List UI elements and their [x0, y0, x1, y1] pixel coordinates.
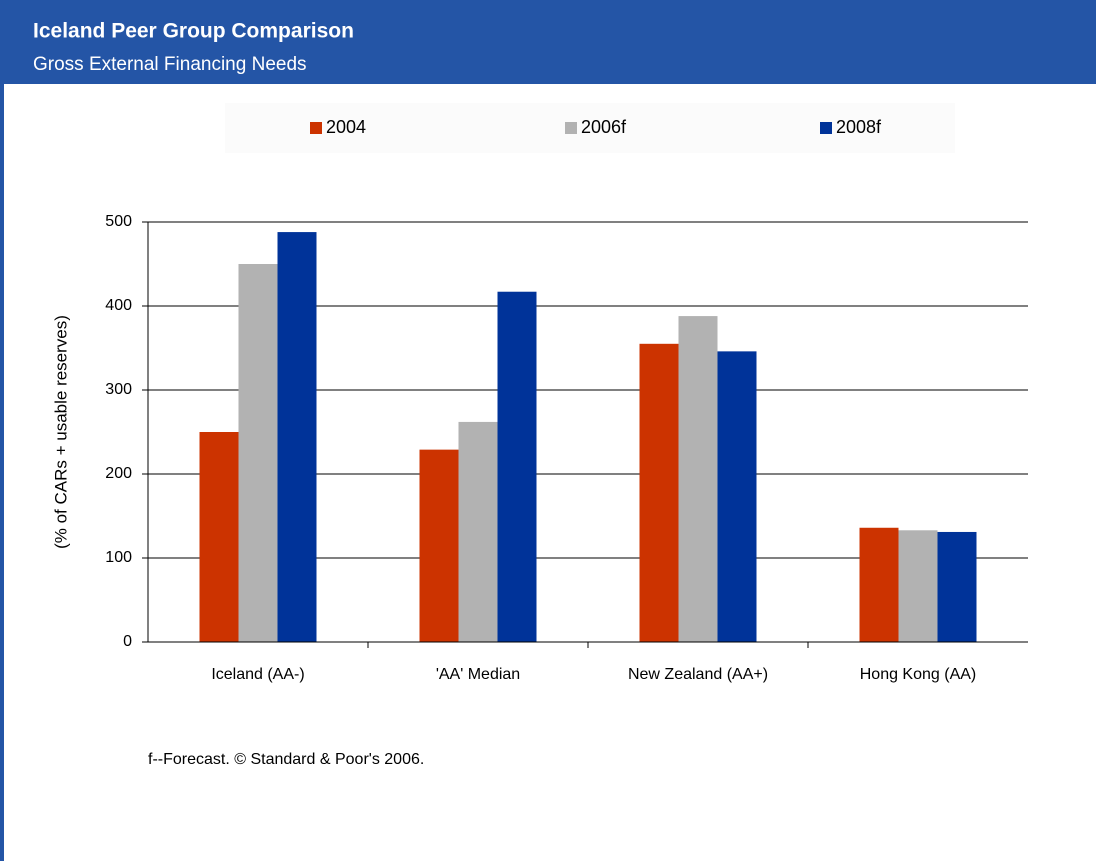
legend-swatch	[820, 122, 832, 134]
bar	[419, 449, 459, 642]
legend-label: 2008f	[836, 117, 882, 137]
bar	[639, 343, 679, 642]
y-tick-label: 100	[105, 549, 132, 566]
y-axis-label: (% of CARs + usable reserves)	[51, 315, 70, 549]
bar	[937, 531, 977, 642]
bar	[277, 232, 317, 642]
header-bar	[0, 0, 1096, 84]
x-tick-label: New Zealand (AA+)	[628, 666, 768, 683]
bar	[458, 421, 498, 642]
x-tick-label: Hong Kong (AA)	[860, 666, 977, 683]
bar	[678, 316, 718, 642]
legend-swatch	[565, 122, 577, 134]
chart-subtitle: Gross External Financing Needs	[33, 54, 307, 75]
bar	[497, 291, 537, 642]
y-tick-label: 400	[105, 297, 132, 314]
bar	[859, 527, 899, 642]
bar	[717, 351, 757, 642]
bar	[238, 264, 278, 642]
bar	[898, 530, 938, 642]
y-tick-label: 200	[105, 465, 132, 482]
legend-label: 2004	[326, 117, 366, 137]
legend-box	[225, 103, 955, 153]
y-tick-label: 300	[105, 381, 132, 398]
footnote: f--Forecast. © Standard & Poor's 2006.	[148, 751, 424, 768]
x-tick-label: 'AA' Median	[436, 666, 520, 683]
left-border	[0, 84, 4, 861]
y-tick-label: 0	[123, 633, 132, 650]
legend-swatch	[310, 122, 322, 134]
legend-label: 2006f	[581, 117, 627, 137]
bar	[199, 432, 239, 642]
y-tick-label: 500	[105, 213, 132, 230]
chart-title: Iceland Peer Group Comparison	[33, 20, 354, 43]
x-tick-label: Iceland (AA-)	[211, 666, 304, 683]
